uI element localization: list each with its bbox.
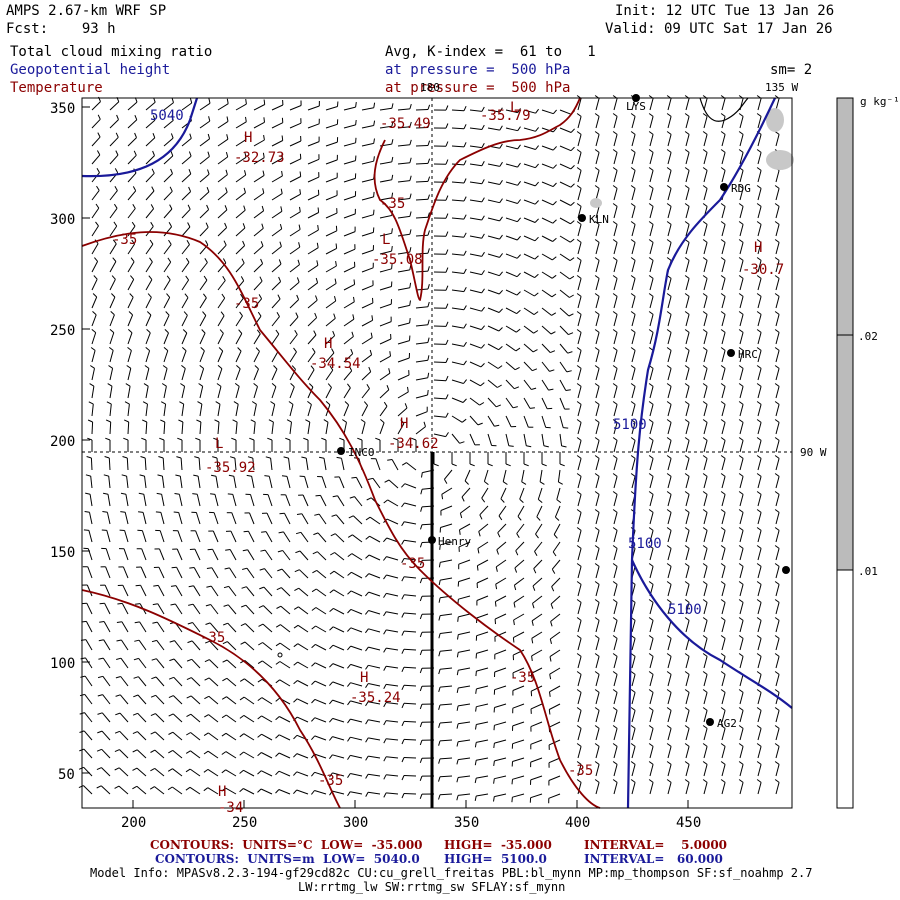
temp-label: -35 — [380, 196, 406, 212]
station-label-rdg: RDG — [731, 182, 751, 195]
station-dots — [337, 94, 790, 726]
forecast-hour: Fcst: 93 h — [6, 21, 116, 37]
station-label-kln: KLN — [589, 213, 609, 226]
temp-label: -35.79 — [480, 108, 531, 124]
temp-contour-info: CONTOURS: UNITS=°C LOW= -35.000 — [150, 838, 423, 852]
temp-label: -35 — [510, 670, 536, 686]
y-tick-label: 250 — [50, 323, 76, 339]
temp-label: -35.24 — [350, 690, 401, 706]
model-title: AMPS 2.67-km WRF SP — [6, 3, 167, 19]
height-contours — [81, 97, 793, 809]
x-tick-label: 200 — [121, 815, 147, 831]
colorbar-label-02: .02 — [858, 330, 878, 343]
temp-label: -35 — [568, 763, 594, 779]
high-marker: H — [244, 130, 253, 146]
field-temperature: Temperature — [10, 80, 103, 96]
height-contour-high: HIGH= 5100.0 — [444, 852, 547, 866]
temp-label: -35.08 — [372, 252, 423, 268]
high-marker: H — [218, 784, 227, 800]
height-label: 5100 — [613, 417, 647, 433]
height-contour-info: CONTOURS: UNITS=m LOW= 5040.0 — [155, 852, 420, 866]
y-tick-label: 100 — [50, 656, 76, 672]
y-tick-label: 200 — [50, 434, 76, 450]
lon-label-180: 180 — [420, 81, 440, 94]
colorbar-fill — [836, 97, 854, 571]
y-axis-ticks — [82, 106, 90, 774]
cloud-patches — [590, 108, 794, 208]
temp-label: -34 — [218, 800, 244, 816]
valid-time: Valid: 09 UTC Sat 17 Jan 26 — [605, 21, 833, 37]
pressure-temp: at pressure = 500 hPa — [385, 80, 571, 96]
lon-label-90w: 90 W — [800, 446, 827, 459]
x-axis-ticks — [132, 800, 689, 808]
temperature-contours — [81, 97, 601, 809]
field-cloud-mixing: Total cloud mixing ratio — [10, 44, 213, 60]
model-info-line2: LW:rrtmg_lw SW:rrtmg_sw SFLAY:sf_mynn — [298, 880, 566, 894]
y-tick-label: 350 — [50, 101, 76, 117]
temp-label: -35.92 — [205, 460, 256, 476]
colorbar-label-01: .01 — [858, 565, 878, 578]
smoothing: sm= 2 — [770, 62, 813, 78]
terrain-outline — [699, 97, 749, 122]
temp-label: -35 — [400, 556, 426, 572]
y-tick-label: 50 — [58, 767, 75, 783]
station-label-lys: LYS — [626, 100, 646, 113]
temp-label: -35 — [234, 296, 260, 312]
temp-label: -35 — [200, 630, 226, 646]
k-index-avg: Avg, K-index = 61 to 1 — [385, 44, 596, 60]
model-info-line1: Model Info: MPASv8.2.3-194-gf29cd82c CU:… — [90, 866, 813, 880]
temp-label: -35 — [112, 232, 138, 248]
low-marker: L — [382, 232, 391, 248]
height-label: 5100 — [628, 536, 662, 552]
temp-contour-high: HIGH= -35.000 — [444, 838, 552, 852]
height-contour-interval: INTERVAL= 60.000 — [584, 852, 723, 866]
init-time: Init: 12 UTC Tue 13 Jan 26 — [615, 3, 835, 19]
x-tick-label: 400 — [565, 815, 591, 831]
x-tick-label: 250 — [232, 815, 258, 831]
temp-label: -32.73 — [234, 150, 285, 166]
temp-label: -34.62 — [388, 436, 439, 452]
plot-frame — [81, 97, 793, 809]
low-marker: L — [510, 100, 519, 116]
y-tick-label: 150 — [50, 545, 76, 561]
x-tick-label: 350 — [454, 815, 480, 831]
colorbar-unit: g kg⁻¹ — [860, 95, 900, 108]
pressure-height: at pressure = 500 hPa — [385, 62, 571, 78]
height-label: 5100 — [668, 602, 702, 618]
high-marker: H — [360, 670, 369, 686]
high-marker: H — [324, 336, 333, 352]
x-tick-label: 450 — [676, 815, 702, 831]
height-label: 5040 — [150, 108, 184, 124]
temp-label: -30.7 — [742, 262, 785, 278]
low-marker: L — [215, 436, 224, 452]
y-tick-label: 300 — [50, 212, 76, 228]
temp-contour-interval: INTERVAL= 5.0000 — [584, 838, 728, 852]
station-label-inco: INCO — [348, 446, 375, 459]
field-geopotential: Geopotential height — [10, 62, 171, 78]
temp-label: -35 — [318, 773, 344, 789]
high-marker: H — [400, 416, 409, 432]
station-label-henry: Henry — [438, 535, 472, 548]
temp-label: -35.49 — [380, 116, 431, 132]
lon-label-135w: 135 W — [765, 81, 799, 94]
high-marker: H — [754, 240, 763, 256]
temp-label: -34.54 — [310, 356, 361, 372]
x-tick-label: 300 — [343, 815, 369, 831]
station-label-hrc: HRC — [738, 348, 758, 361]
station-label-ag2: AG2 — [717, 717, 737, 730]
